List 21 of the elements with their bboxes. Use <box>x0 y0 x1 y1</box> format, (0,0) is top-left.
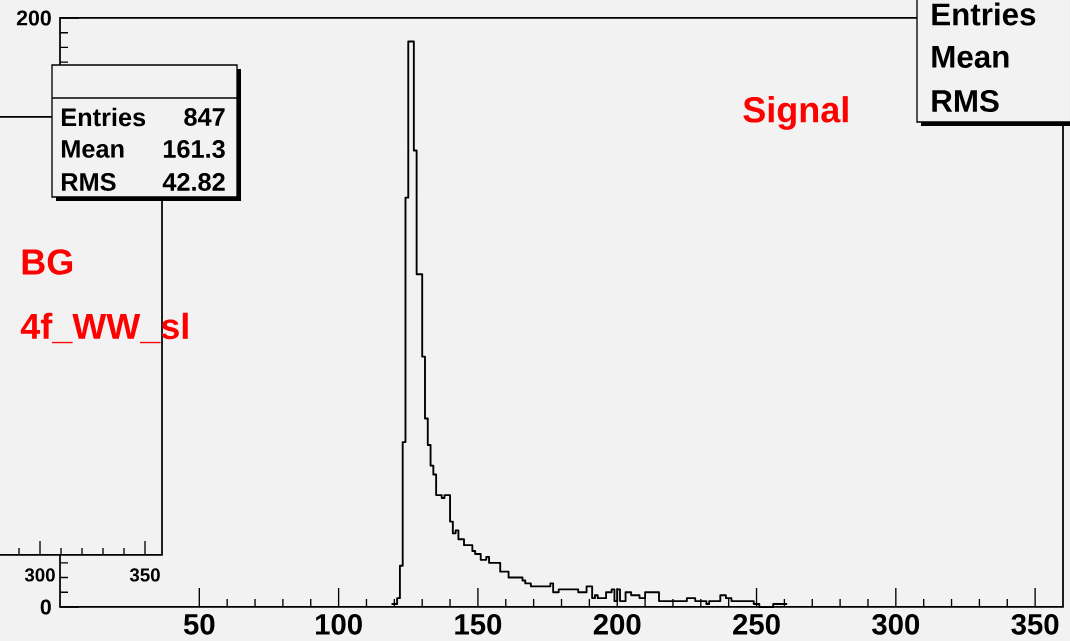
annotation: Signal <box>743 96 848 130</box>
annotation: RMS <box>61 173 116 191</box>
annotation: BG <box>22 249 73 275</box>
x-tick-label: 250 <box>733 613 780 635</box>
annotation: 847 <box>184 108 225 126</box>
text: 300 <box>24 568 55 582</box>
x-tick-label: 150 <box>455 613 502 635</box>
x-tick-label: 100 <box>315 613 362 635</box>
annotation: Mean <box>61 140 124 158</box>
annotation: 161.3 <box>163 140 225 158</box>
annotation: RMS <box>932 89 999 113</box>
annotation: Mean <box>932 46 1009 68</box>
annotation: 42.82 <box>162 173 225 191</box>
y-tick-label: 0 <box>40 599 51 615</box>
annotation: Entries <box>61 107 146 127</box>
annotation: Entries <box>932 2 1036 26</box>
x-tick-label: 300 <box>872 613 920 635</box>
x-tick-label: 50 <box>183 613 215 635</box>
x-tick-label: 200 <box>593 613 641 635</box>
x-tick-label: 350 <box>1011 613 1059 635</box>
annotation: 350 <box>129 568 160 582</box>
